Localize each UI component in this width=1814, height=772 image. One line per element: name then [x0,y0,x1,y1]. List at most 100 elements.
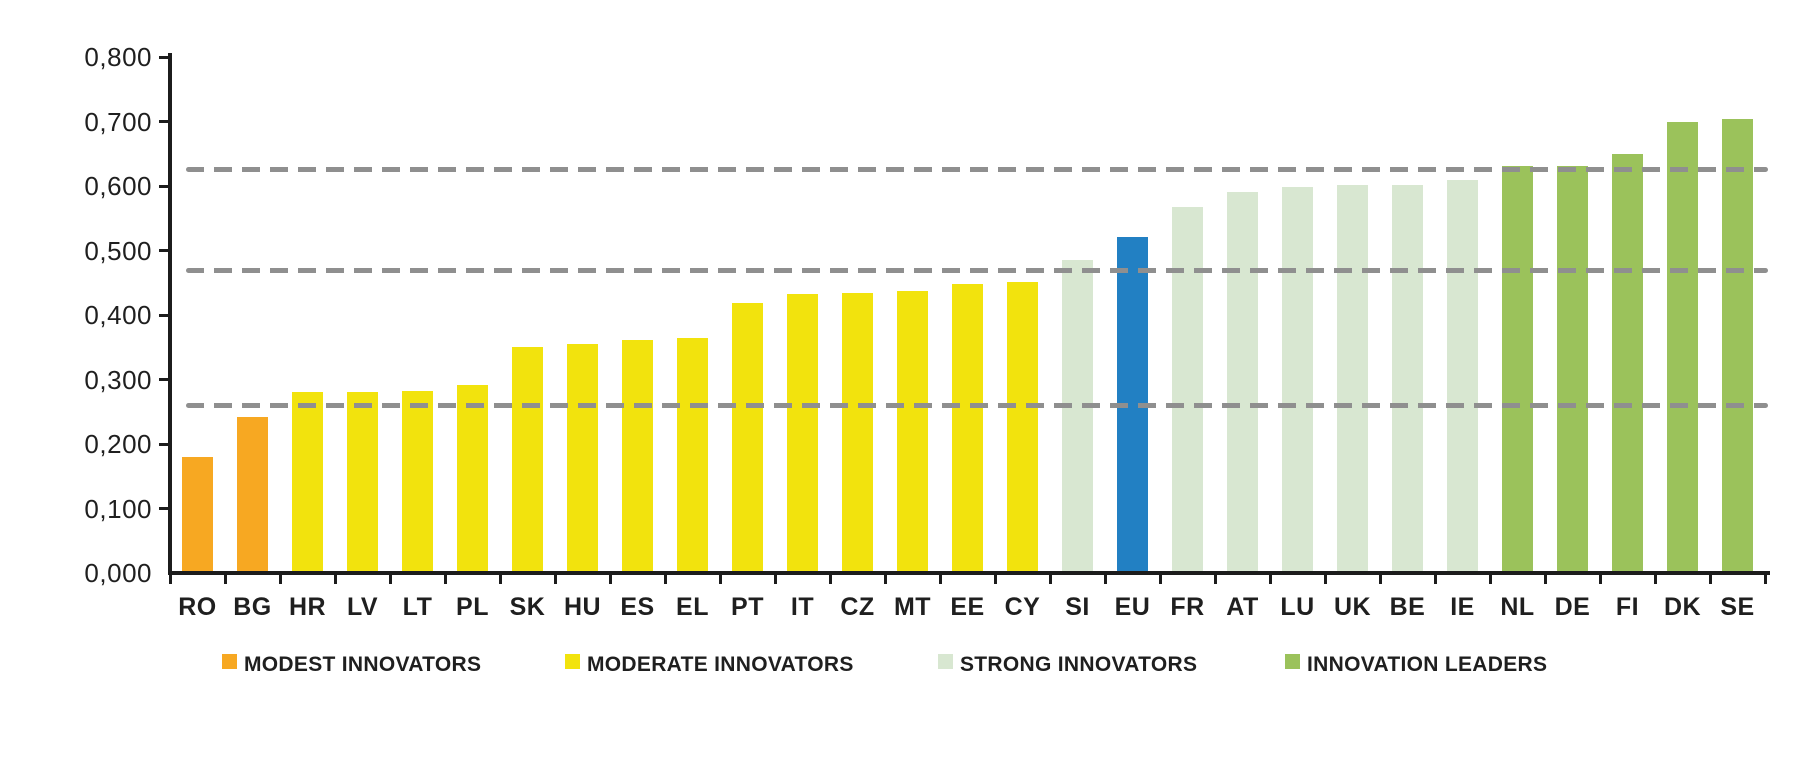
x-label-AT: AT [1226,593,1259,621]
x-tick [1268,575,1272,584]
x-tick [1488,575,1492,584]
legend-swatch-strong [938,654,953,669]
bar-LT [402,391,433,571]
bar-IT [787,294,818,571]
x-label-LV: LV [346,593,379,621]
x-label-CY: CY [1004,593,1041,621]
bar-EE [952,284,983,571]
bar-RO [182,456,213,571]
x-tick [1213,575,1217,584]
x-tick [553,575,557,584]
x-label-IT: IT [790,593,815,621]
bar-BG [237,416,268,571]
y-tick [159,313,169,317]
bar-CY [1007,282,1038,571]
bar-EL [677,338,708,571]
x-tick [1598,575,1602,584]
bar-FI [1612,154,1643,571]
x-label-EE: EE [950,593,985,621]
x-label-EL: EL [676,593,709,621]
x-tick [443,575,447,584]
x-label-PT: PT [731,593,764,621]
y-axis-line [168,53,172,575]
bar-BE [1392,184,1423,571]
x-tick [1158,575,1162,584]
x-label-DE: DE [1554,593,1591,621]
legend-swatch-modest [222,654,237,669]
x-label-HU: HU [563,593,602,621]
x-tick [718,575,722,584]
x-tick [498,575,502,584]
threshold-line [186,402,1768,408]
bar-DK [1667,121,1698,571]
y-tick [159,184,169,188]
bar-UK [1337,184,1368,571]
x-tick [1048,575,1052,584]
x-tick [608,575,612,584]
x-label-NL: NL [1500,593,1535,621]
bar-IE [1447,180,1478,571]
x-tick [773,575,777,584]
x-tick [1378,575,1382,584]
x-tick [938,575,942,584]
legend-label-leaders: INNOVATION LEADERS [1307,653,1548,676]
x-tick [1763,575,1767,584]
x-tick [388,575,392,584]
x-tick [278,575,282,584]
legend-label-moderate: MODERATE INNOVATORS [587,653,854,676]
bar-NL [1502,166,1533,571]
bar-HR [292,392,323,571]
legend-label-modest: MODEST INNOVATORS [244,653,482,676]
x-label-SK: SK [509,593,546,621]
bar-PT [732,302,763,571]
bar-CZ [842,293,873,571]
threshold-line [186,267,1768,273]
y-tick-label: 0,000 [84,558,152,588]
x-tick [883,575,887,584]
y-tick [159,249,169,252]
x-tick [223,575,227,584]
x-label-BE: BE [1389,593,1426,621]
x-label-IE: IE [1450,593,1475,621]
y-tick-label: 0,700 [84,106,152,137]
x-tick [1708,575,1712,584]
x-label-SI: SI [1065,593,1090,621]
y-tick [159,378,169,381]
bar-LU [1282,187,1313,571]
x-tick [993,575,997,584]
x-label-ES: ES [620,593,655,621]
bar-SK [512,347,543,571]
x-tick [168,575,172,584]
x-label-MT: MT [893,593,932,621]
x-tick [828,575,832,584]
bar-AT [1227,191,1258,571]
x-label-FI: FI [1615,593,1640,621]
x-label-LT: LT [402,593,433,621]
x-label-FR: FR [1170,593,1205,621]
x-tick [663,575,667,584]
x-label-DK: DK [1663,593,1702,621]
x-label-BG: BG [233,593,272,621]
bar-HU [567,344,598,571]
bar-PL [457,384,488,571]
bar-FR [1172,206,1203,571]
y-tick [159,442,169,446]
y-tick-label: 0,300 [84,364,152,395]
x-label-SE: SE [1720,593,1755,621]
x-tick [1543,575,1547,584]
y-tick [159,55,169,59]
y-tick-label: 0,600 [84,171,152,201]
y-tick-label: 0,200 [84,429,152,459]
x-tick [333,575,337,584]
x-label-LU: LU [1280,593,1315,621]
x-tick [1653,575,1657,584]
x-label-RO: RO [178,593,217,621]
bar-DE [1557,166,1588,571]
bar-SE [1722,118,1753,571]
legend-label-strong: STRONG INNOVATORS [960,653,1198,676]
x-label-HR: HR [288,593,327,621]
y-tick [159,507,169,510]
x-tick [1433,575,1437,584]
x-axis-line [168,571,1770,575]
y-tick-label: 0,400 [84,300,152,330]
